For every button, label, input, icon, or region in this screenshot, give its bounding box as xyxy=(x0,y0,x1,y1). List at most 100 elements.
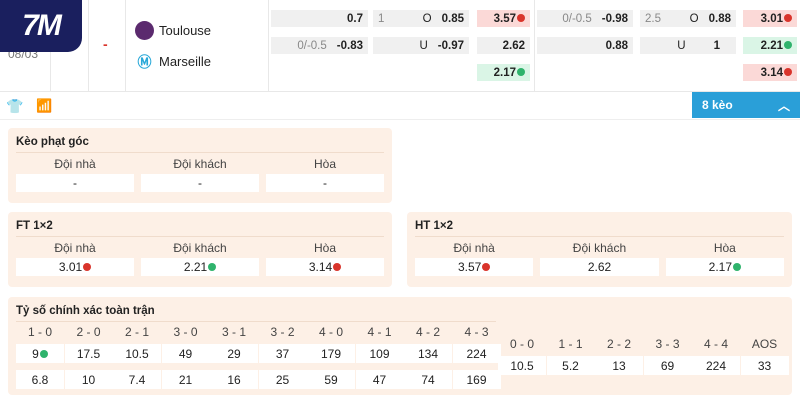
home-team[interactable]: Toulouse xyxy=(135,21,211,40)
ht-hdp-away[interactable]: 0.88 xyxy=(537,37,633,54)
ht12-draw[interactable]: 2.17 xyxy=(665,258,784,276)
ht-ou-over[interactable]: 2.5 O 0.88 xyxy=(640,10,736,27)
ht-1x2-draw[interactable]: 3.14 xyxy=(743,64,797,81)
up-arrow-icon xyxy=(208,263,217,271)
divider xyxy=(534,0,535,92)
score-odds-b[interactable]: 47 xyxy=(355,370,404,389)
score-odds-b[interactable]: 169 xyxy=(452,370,501,389)
score-label: 4 - 1 xyxy=(367,325,392,339)
score-odds[interactable]: 69 xyxy=(643,356,692,375)
shirt-icon[interactable]: 👕 xyxy=(6,98,24,114)
corner-home[interactable]: - xyxy=(16,174,134,192)
down-arrow-icon xyxy=(784,13,792,22)
draw-score-col: 4 - 4 224 xyxy=(692,337,740,382)
draw-score-col: 2 - 2 13 xyxy=(595,337,643,382)
ht12-home[interactable]: 3.57 xyxy=(415,258,534,276)
draw-score-col: 1 - 1 5.2 xyxy=(546,337,595,382)
ht-1x2-panel: HT 1×2 Đội nhà 3.57 Đội khách 2.62 Hòa 2.17 xyxy=(407,212,792,287)
marseille-crest-icon: Ⓜ xyxy=(137,54,152,70)
ht12-away[interactable]: 2.62 xyxy=(540,258,659,276)
score-odds-a[interactable]: 179 xyxy=(307,344,355,363)
score-label: 1 - 1 xyxy=(558,337,583,351)
score-odds-a[interactable]: 10.5 xyxy=(113,344,161,363)
score-odds-a[interactable]: 29 xyxy=(210,344,258,363)
score-col: 3 - 0 49 21 xyxy=(161,325,210,396)
logo[interactable]: 7M xyxy=(0,0,82,52)
ft-1x2-away[interactable]: 2.62 xyxy=(477,37,530,54)
ft12-home[interactable]: 3.01 xyxy=(16,258,134,276)
score-odds-b[interactable]: 25 xyxy=(258,370,307,389)
score-odds[interactable]: 224 xyxy=(692,356,740,375)
score-label: 4 - 0 xyxy=(318,325,343,339)
score-odds-b[interactable]: 21 xyxy=(161,370,210,389)
score-odds[interactable]: 10.5 xyxy=(498,356,546,375)
score-label: 3 - 0 xyxy=(173,325,198,339)
score-odds-a[interactable]: 224 xyxy=(452,344,501,363)
score-odds-b[interactable]: 6.8 xyxy=(16,370,64,389)
ft12-away[interactable]: 2.21 xyxy=(141,258,259,276)
ft-ou-under[interactable]: U -0.97 xyxy=(373,37,469,54)
ht-hdp-home[interactable]: 0/-0.5 -0.98 xyxy=(537,10,633,27)
down-arrow-icon xyxy=(517,13,525,22)
draw-score-col: AOS 33 xyxy=(740,337,789,382)
ft-1x2-home[interactable]: 3.57 xyxy=(477,10,530,27)
ft-1x2-panel: FT 1×2 Đội nhà 3.01 Đội khách 2.21 Hòa 3.14 xyxy=(8,212,392,287)
score-col: 4 - 2 134 74 xyxy=(404,325,452,396)
score-odds-a[interactable]: 49 xyxy=(161,344,210,363)
divider xyxy=(88,0,89,92)
score-odds-b[interactable]: 16 xyxy=(210,370,258,389)
score-col: 1 - 0 9 6.8 xyxy=(16,325,64,396)
draw-score-col: 3 - 3 69 xyxy=(643,337,692,382)
score-label: 2 - 0 xyxy=(76,325,101,339)
divider xyxy=(268,0,269,92)
score-label: AOS xyxy=(751,337,778,351)
score-odds-a[interactable]: 134 xyxy=(404,344,452,363)
score-odds-b[interactable]: 59 xyxy=(307,370,355,389)
score-odds[interactable]: 33 xyxy=(740,356,789,375)
score-col: 2 - 0 17.5 10 xyxy=(64,325,113,396)
score-label: 4 - 2 xyxy=(415,325,440,339)
down-arrow-icon xyxy=(83,263,92,271)
ft12-draw[interactable]: 3.14 xyxy=(266,258,384,276)
up-arrow-icon xyxy=(39,349,48,358)
score-label: 2 - 1 xyxy=(124,325,149,339)
corner-draw[interactable]: - xyxy=(266,174,384,192)
down-arrow-icon xyxy=(482,263,491,271)
score-label: 3 - 1 xyxy=(221,325,246,339)
score-col: 4 - 3 224 169 xyxy=(452,325,501,396)
score-odds-b[interactable]: 74 xyxy=(404,370,452,389)
score-label: 4 - 3 xyxy=(464,325,489,339)
chevron-up-icon: ︿ xyxy=(777,98,790,113)
divider xyxy=(0,119,800,120)
ft-hdp-home[interactable]: 0.7 xyxy=(271,10,368,27)
score-odds-a[interactable]: 109 xyxy=(355,344,404,363)
ft-ou-over[interactable]: 1 O 0.85 xyxy=(373,10,469,27)
draw-score-col: 0 - 0 10.5 xyxy=(498,337,546,382)
up-arrow-icon xyxy=(517,67,525,76)
score-odds-a[interactable]: 17.5 xyxy=(64,344,113,363)
score-label: 2 - 2 xyxy=(606,337,631,351)
away-team[interactable]: Ⓜ Marseille xyxy=(135,52,212,71)
score-odds[interactable]: 13 xyxy=(595,356,643,375)
ht-1x2-home[interactable]: 3.01 xyxy=(743,10,797,27)
corner-away[interactable]: - xyxy=(141,174,259,192)
score-odds-b[interactable]: 10 xyxy=(64,370,113,389)
score-label: 1 - 0 xyxy=(27,325,52,339)
score-col: 4 - 1 109 47 xyxy=(355,325,404,396)
score-odds-a[interactable]: 9 xyxy=(16,344,64,363)
down-arrow-icon xyxy=(784,67,792,76)
score-col: 4 - 0 179 59 xyxy=(307,325,355,396)
more-odds-button[interactable]: 8 kèo ︿ xyxy=(692,92,800,118)
divider xyxy=(0,91,800,92)
ft-hdp-away[interactable]: 0/-0.5 -0.83 xyxy=(271,37,368,54)
ht-1x2-away[interactable]: 2.21 xyxy=(743,37,797,54)
ft-1x2-draw[interactable]: 2.17 xyxy=(477,64,530,81)
toulouse-crest-icon xyxy=(135,21,154,40)
score-odds-b[interactable]: 7.4 xyxy=(113,370,161,389)
stats-chart-icon[interactable]: 📶 xyxy=(36,98,53,113)
score-odds-a[interactable]: 37 xyxy=(258,344,307,363)
up-arrow-icon xyxy=(784,40,792,49)
score-odds[interactable]: 5.2 xyxy=(546,356,595,375)
score-col: 3 - 2 37 25 xyxy=(258,325,307,396)
